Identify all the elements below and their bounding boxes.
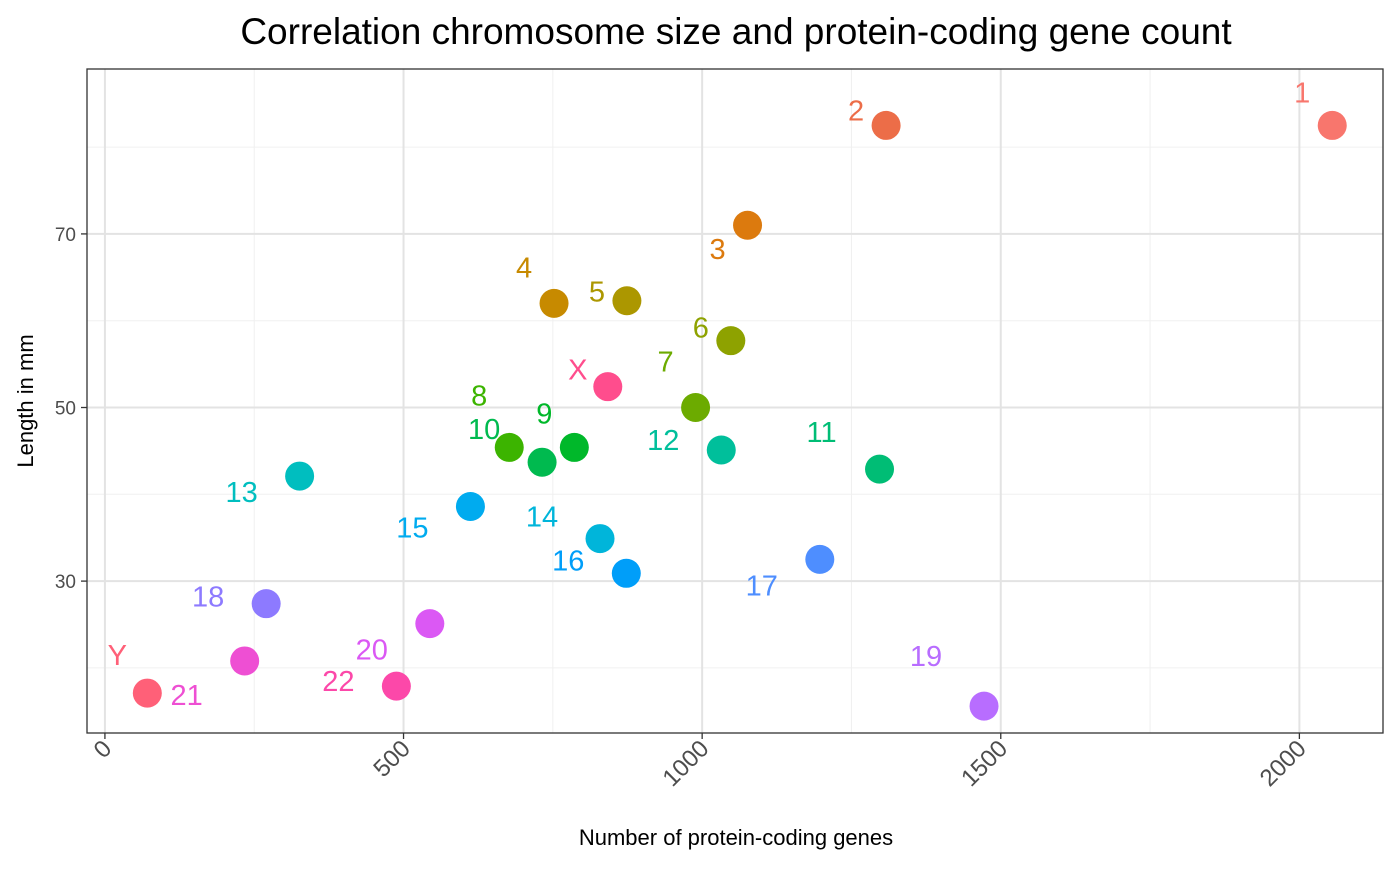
data-point-label: 10 bbox=[468, 414, 500, 446]
grid bbox=[87, 69, 1383, 733]
data-point bbox=[865, 454, 895, 484]
y-tick-label: 50 bbox=[55, 399, 76, 420]
chart-title: Correlation chromosome size and protein-… bbox=[240, 11, 1232, 52]
data-point bbox=[527, 447, 557, 477]
data-point-label: 16 bbox=[552, 545, 584, 577]
data-point-label: 20 bbox=[356, 635, 388, 667]
data-point-label: 12 bbox=[647, 425, 679, 457]
data-point-label: 14 bbox=[526, 502, 558, 534]
x-tick-label: 0 bbox=[89, 735, 118, 764]
data-point bbox=[805, 544, 835, 574]
x-axis-title: Number of protein-coding genes bbox=[579, 825, 893, 850]
data-point bbox=[132, 678, 162, 708]
y-tick-label: 30 bbox=[55, 572, 76, 593]
data-point bbox=[494, 432, 524, 462]
data-point bbox=[611, 558, 641, 588]
data-point-label: 2 bbox=[848, 95, 864, 127]
data-point bbox=[706, 435, 736, 465]
x-tick-label: 1000 bbox=[658, 735, 715, 792]
data-point-label: Y bbox=[108, 640, 127, 672]
data-point bbox=[251, 589, 281, 619]
data-point bbox=[415, 609, 445, 639]
plot-panel bbox=[87, 69, 1383, 733]
data-point-label: 1 bbox=[1294, 77, 1310, 109]
data-point bbox=[733, 210, 763, 240]
data-point bbox=[455, 491, 485, 521]
data-point bbox=[871, 110, 901, 140]
data-point bbox=[969, 691, 999, 721]
x-tick-label: 1500 bbox=[956, 735, 1013, 792]
y-axis-title: Length in mm bbox=[13, 334, 38, 467]
data-point-label: 5 bbox=[589, 277, 605, 309]
plot-border bbox=[86, 68, 1384, 734]
data-point-label: 17 bbox=[746, 570, 778, 602]
data-point-label: 11 bbox=[806, 417, 836, 449]
data-point-label: 7 bbox=[658, 347, 674, 379]
data-point-label: 4 bbox=[516, 252, 532, 284]
points bbox=[132, 110, 1347, 721]
x-tick-label: 2000 bbox=[1255, 735, 1312, 792]
x-tick-label: 500 bbox=[368, 735, 415, 782]
data-point bbox=[539, 288, 569, 318]
data-point bbox=[1317, 110, 1347, 140]
data-point bbox=[285, 461, 315, 491]
data-point-label: 13 bbox=[225, 477, 257, 509]
data-point bbox=[559, 432, 589, 462]
data-point bbox=[593, 372, 623, 402]
data-point-label: 6 bbox=[693, 313, 709, 345]
data-point-label: 22 bbox=[322, 666, 354, 698]
data-point-label: 19 bbox=[910, 641, 942, 673]
data-point bbox=[716, 326, 746, 356]
data-point bbox=[381, 671, 411, 701]
data-point-label: 3 bbox=[709, 234, 725, 266]
data-point bbox=[230, 646, 260, 676]
data-point bbox=[681, 393, 711, 423]
data-point-label: 18 bbox=[192, 582, 224, 614]
data-point-label: 8 bbox=[471, 380, 487, 412]
data-point-label: X bbox=[568, 355, 587, 387]
data-point bbox=[585, 524, 615, 554]
data-point-label: 21 bbox=[171, 680, 203, 712]
y-tick-label: 70 bbox=[55, 225, 76, 246]
data-point bbox=[612, 286, 642, 316]
data-point-label: 15 bbox=[396, 512, 428, 544]
data-point-label: 9 bbox=[536, 398, 552, 430]
